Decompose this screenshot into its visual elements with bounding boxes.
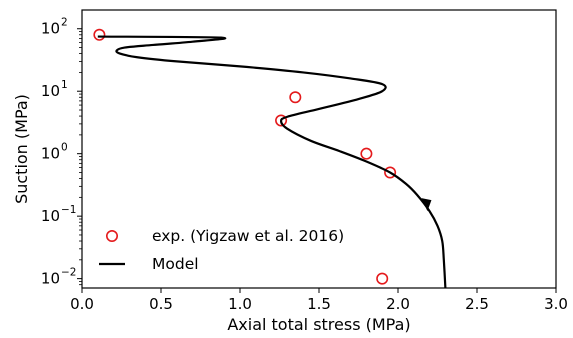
y-tick-label: 10 xyxy=(41,270,60,288)
y-tick-label: 10 xyxy=(41,82,60,100)
x-tick-label: 1.5 xyxy=(307,295,331,313)
y-tick-label: 10 xyxy=(41,207,60,225)
y-tick-exponent: −2 xyxy=(61,267,76,279)
y-tick-exponent: 0 xyxy=(61,142,68,154)
y-axis-label: Suction (MPa) xyxy=(12,94,31,204)
plot-frame xyxy=(81,9,557,289)
exp-data-point xyxy=(384,166,397,179)
x-tick-label: 0.5 xyxy=(149,295,173,313)
y-tick-exponent: −1 xyxy=(61,204,76,216)
x-tick-label: 1.0 xyxy=(228,295,252,313)
x-tick-label: 3.0 xyxy=(544,295,568,313)
legend-circle-marker xyxy=(106,230,119,243)
exp-data-point xyxy=(360,147,373,160)
model-line xyxy=(97,35,447,288)
data-layer xyxy=(93,28,447,288)
exp-data-point xyxy=(289,91,302,104)
x-tick-label: 0.0 xyxy=(70,295,94,313)
legend-label: Model xyxy=(152,255,199,273)
x-tick-label: 2.5 xyxy=(465,295,489,313)
y-tick-label: 10 xyxy=(41,20,60,38)
legend-label: exp. (Yigzaw et al. 2016) xyxy=(152,227,344,245)
x-tick-label: 2.0 xyxy=(386,295,410,313)
y-tick-label: 10 xyxy=(41,145,60,163)
x-axis-label: Axial total stress (MPa) xyxy=(227,315,410,334)
exp-data-point xyxy=(93,28,106,41)
legend: exp. (Yigzaw et al. 2016) Model xyxy=(99,227,344,273)
y-tick-exponent: 2 xyxy=(61,17,68,29)
exp-data-point xyxy=(275,114,288,127)
y-tick-exponent: 1 xyxy=(61,79,68,91)
exp-data-point xyxy=(376,272,389,285)
direction-arrow xyxy=(421,198,432,212)
